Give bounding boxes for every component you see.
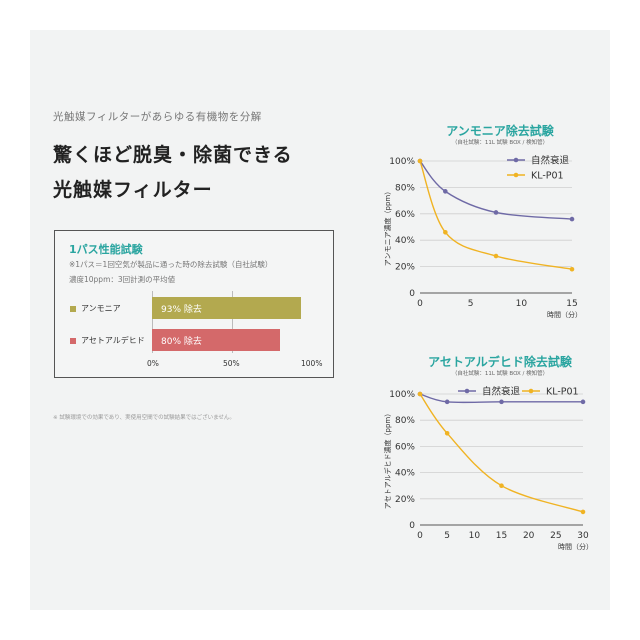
y-tick-label: 0 [409, 289, 415, 299]
y-tick-label: 20% [395, 495, 415, 505]
y-tick-label: 40% [395, 236, 415, 246]
x-tick-label: 5 [444, 531, 450, 541]
data-point [443, 229, 448, 235]
data-point [493, 210, 499, 215]
data-point [417, 158, 423, 164]
x-tick-label: 25 [550, 531, 561, 541]
legend-marker [513, 157, 519, 163]
bar-label-acetaldehyde: アセトアルデヒド [70, 335, 145, 346]
x-tick-label: 10 [469, 531, 481, 541]
legend-label: KL-P01 [546, 387, 579, 398]
y-tick-label: 40% [395, 469, 415, 479]
bar-label-ammonia: アンモニア [70, 303, 121, 314]
y-tick-label: 80% [395, 183, 415, 193]
data-point [444, 399, 450, 405]
y-tick-label: 60% [395, 442, 415, 452]
bar-axis [152, 291, 313, 353]
x-tick-label: 30 [577, 531, 589, 541]
data-point [499, 483, 504, 488]
bar-ammonia-text: 93% 除去 [161, 305, 202, 315]
legend-marker [528, 388, 534, 394]
x-axis-label: 時間（分） [558, 542, 593, 551]
pass-test-note: ※1パス＝1回空気が製品に通った時の除去試験（自社試験） [69, 260, 273, 269]
y-axis-label: アセトアルデヒド濃度（ppm） [383, 410, 392, 510]
y-tick-label: 20% [395, 263, 415, 273]
acetaldehyde-swatch [70, 337, 76, 344]
bar-acetaldehyde: 80% 除去 [152, 329, 280, 351]
data-point [499, 399, 504, 405]
series-line-自然衰退 [419, 393, 583, 404]
legend-label: 自然衰退 [482, 386, 521, 398]
legend-marker [513, 172, 519, 178]
x-tick-label: 5 [468, 299, 474, 309]
ammonia-chart-title: アンモニア除去試験 [446, 124, 554, 138]
x-tick-label: 15 [566, 299, 577, 309]
y-tick-label: 0 [409, 521, 415, 531]
data-point [569, 216, 575, 222]
acetaldehyde-chart-subtitle: （自社試験：11L 試験 BOX / 検知管） [451, 371, 549, 377]
data-point [569, 266, 575, 272]
ammonia-swatch [70, 305, 76, 312]
x-axis-label: 時間（分） [547, 310, 582, 319]
series-line-自然衰退 [419, 160, 573, 220]
bar-ammonia: 93% 除去 [152, 297, 301, 319]
footnote: ※ 試験環境での効果であり、実使用空間での試験結果ではございません。 [53, 415, 235, 421]
data-point [443, 189, 448, 194]
pass-test-title: 1パス性能試験 [69, 243, 143, 256]
pass-test-box: 1パス性能試験 ※1パス＝1回空気が製品に通った時の除去試験（自社試験） 濃度1… [54, 230, 334, 378]
x-tick-label: 20 [523, 531, 535, 541]
series-line-KL-P01 [419, 160, 573, 270]
feature-subtitle: 光触媒フィルターがあらゆる有機物を分解 [53, 111, 262, 123]
headline-line-2: 光触媒フィルター [53, 179, 213, 201]
series-line-KL-P01 [419, 393, 584, 513]
ammonia-chart-subtitle: （自社試験：11L 試験 BOX / 検知管） [451, 140, 549, 146]
x-tick-label: 10 [516, 299, 528, 309]
y-tick-label: 100% [389, 157, 415, 167]
bar-acetaldehyde-text: 80% 除去 [161, 337, 202, 347]
legend-label: 自然衰退 [531, 155, 570, 167]
bar-tick-100: 100% [301, 359, 323, 368]
x-tick-label: 15 [496, 531, 507, 541]
acetaldehyde-chart-title: アセトアルデヒド除去試験 [428, 355, 572, 369]
data-point [580, 509, 586, 515]
data-point [493, 253, 499, 259]
y-axis-label: アンモニア濃度（ppm） [383, 188, 392, 266]
data-point [444, 431, 450, 436]
legend-label: KL-P01 [531, 171, 564, 182]
bar-midline [232, 291, 233, 353]
y-tick-label: 60% [395, 210, 415, 220]
y-tick-label: 80% [395, 416, 415, 426]
data-point [580, 399, 586, 405]
data-point [417, 391, 423, 397]
legend-marker [464, 388, 470, 394]
x-tick-label: 0 [417, 531, 423, 541]
headline-line-1: 驚くほど脱臭・除菌できる [53, 144, 293, 166]
bar-tick-0: 0% [147, 359, 159, 368]
bar-tick-50: 50% [223, 359, 240, 368]
y-tick-label: 100% [389, 390, 415, 400]
x-tick-label: 0 [417, 299, 423, 309]
pass-test-condition: 濃度10ppm：3回計測の平均値 [69, 275, 176, 284]
